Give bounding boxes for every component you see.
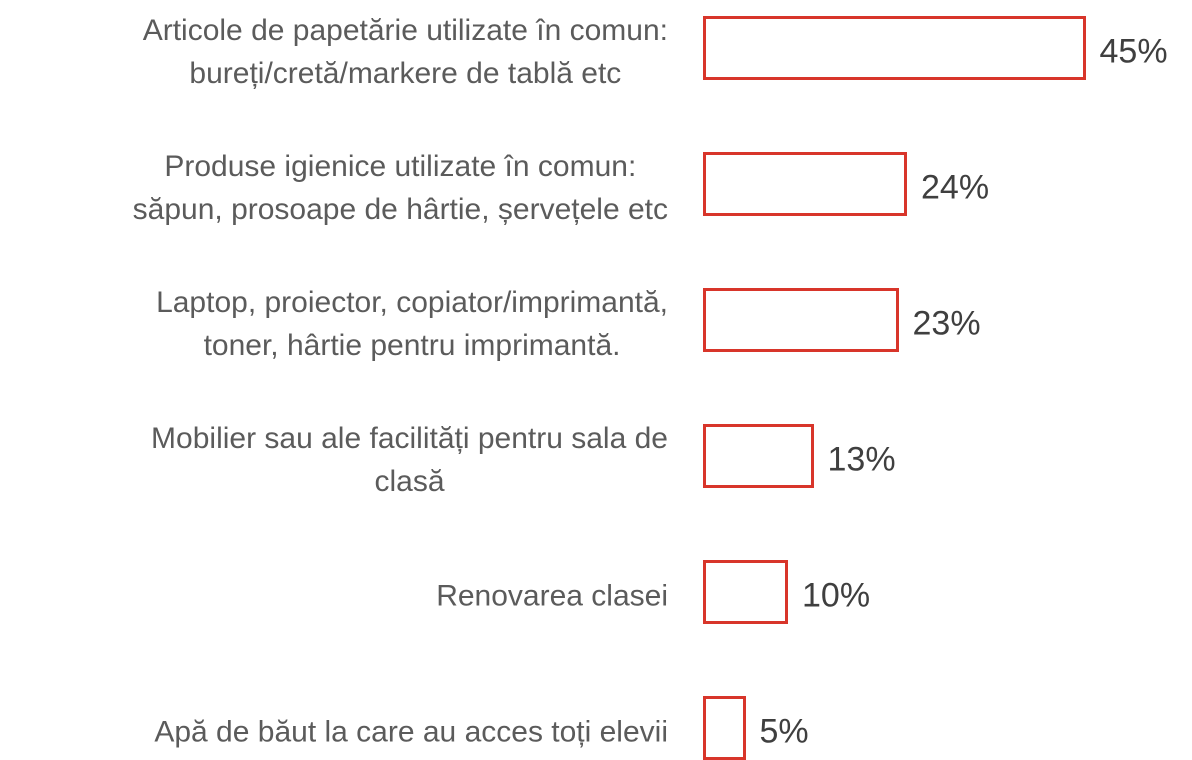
category-label: Renovarea clasei <box>436 579 668 613</box>
value-label: 5% <box>759 712 809 751</box>
bar <box>703 152 907 216</box>
value-label: 23% <box>912 304 981 343</box>
value-label: 13% <box>827 440 896 479</box>
category-label: Produse igienice utilizate în comun: săp… <box>132 150 668 226</box>
category-label: Mobilier sau ale facilități pentru sala … <box>151 422 668 498</box>
bar <box>703 560 788 624</box>
bar <box>703 696 746 760</box>
category-label: Apă de băut la care au acces toți elevii <box>154 715 668 749</box>
bar <box>703 16 1086 80</box>
value-label: 24% <box>921 168 990 207</box>
category-label: Articole de papetărie utilizate în comun… <box>142 14 668 90</box>
value-label: 45% <box>1099 32 1168 71</box>
category-label: Laptop, proiector, copiator/imprimantă, … <box>156 286 668 362</box>
bar <box>703 288 899 352</box>
value-label: 10% <box>802 576 871 615</box>
bar <box>703 424 814 488</box>
